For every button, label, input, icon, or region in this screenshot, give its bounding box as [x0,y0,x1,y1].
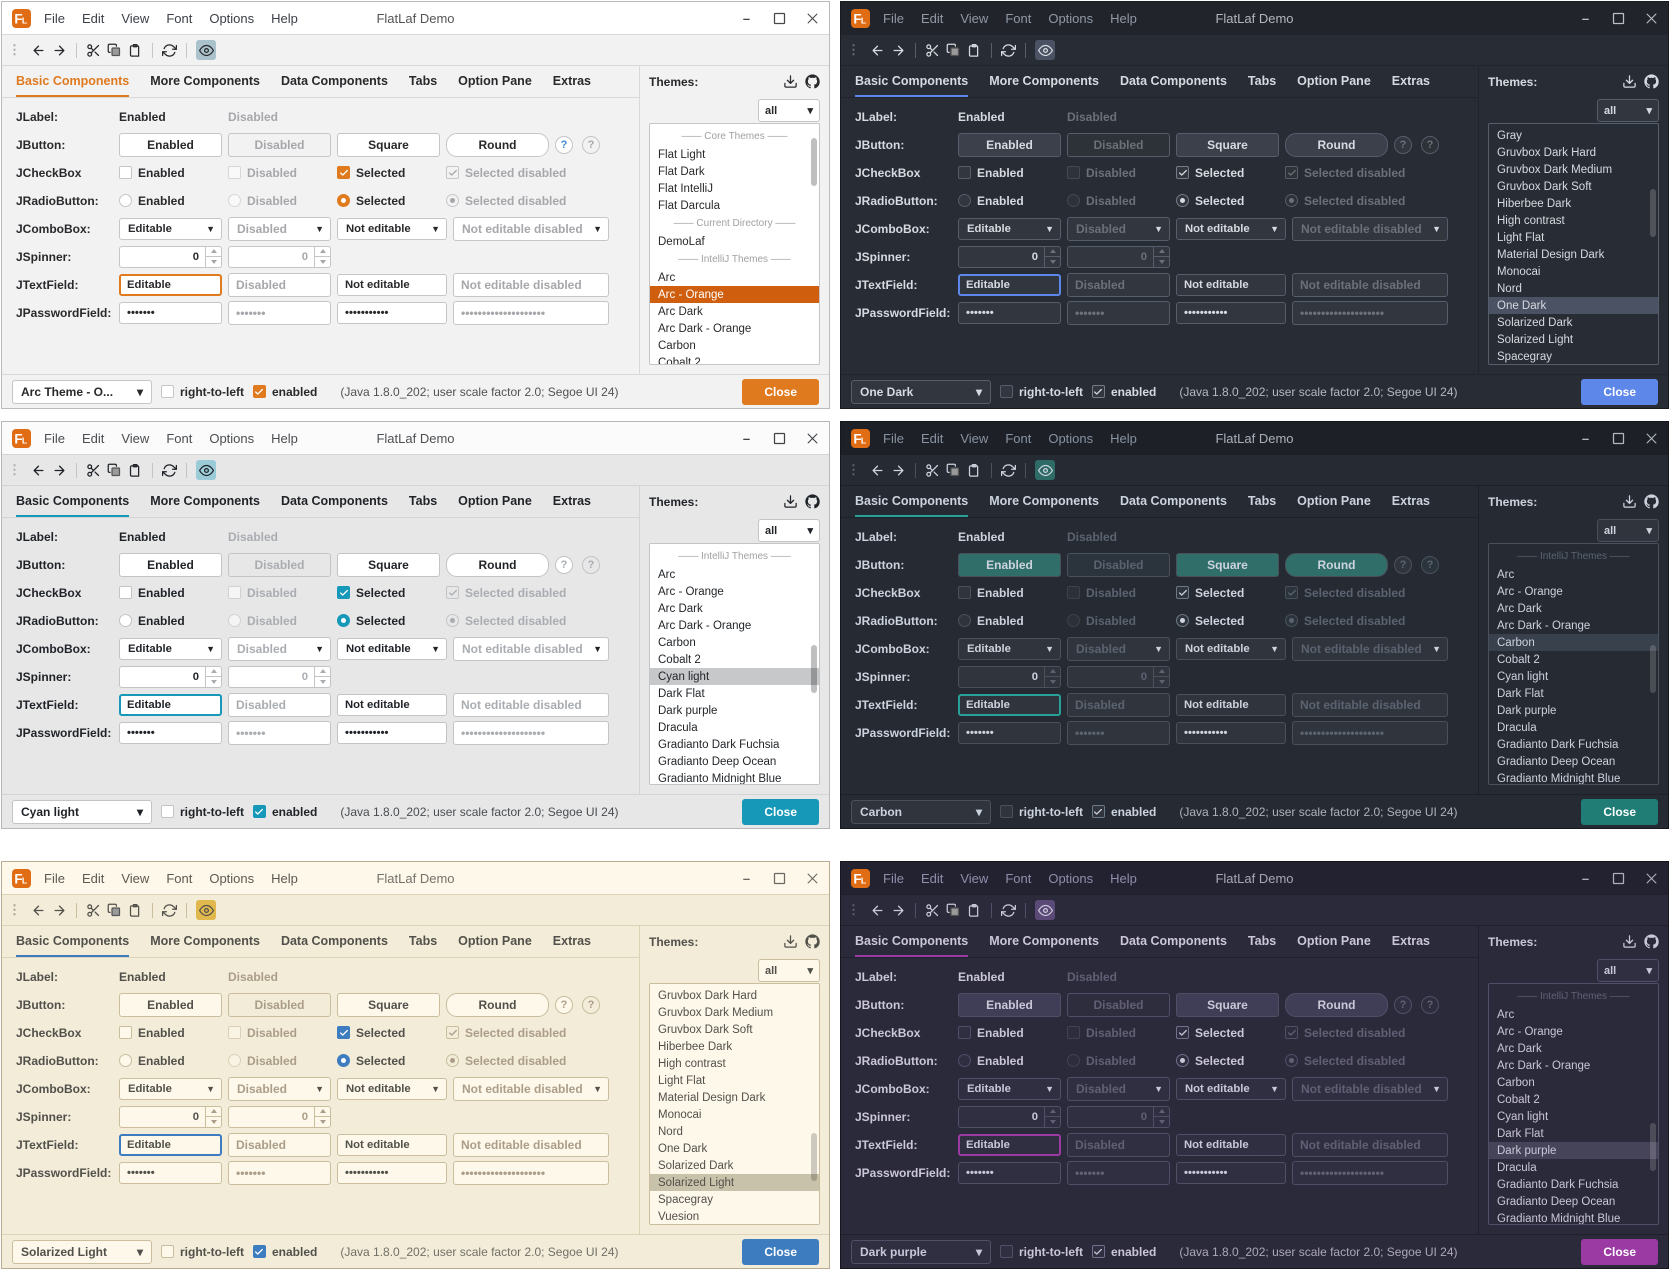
svg-text:L: L [861,15,867,25]
svg-text:L: L [22,875,28,885]
svg-text:L: L [22,15,28,25]
svg-text:L: L [861,435,867,445]
svg-text:L: L [22,435,28,445]
svg-text:L: L [861,875,867,885]
